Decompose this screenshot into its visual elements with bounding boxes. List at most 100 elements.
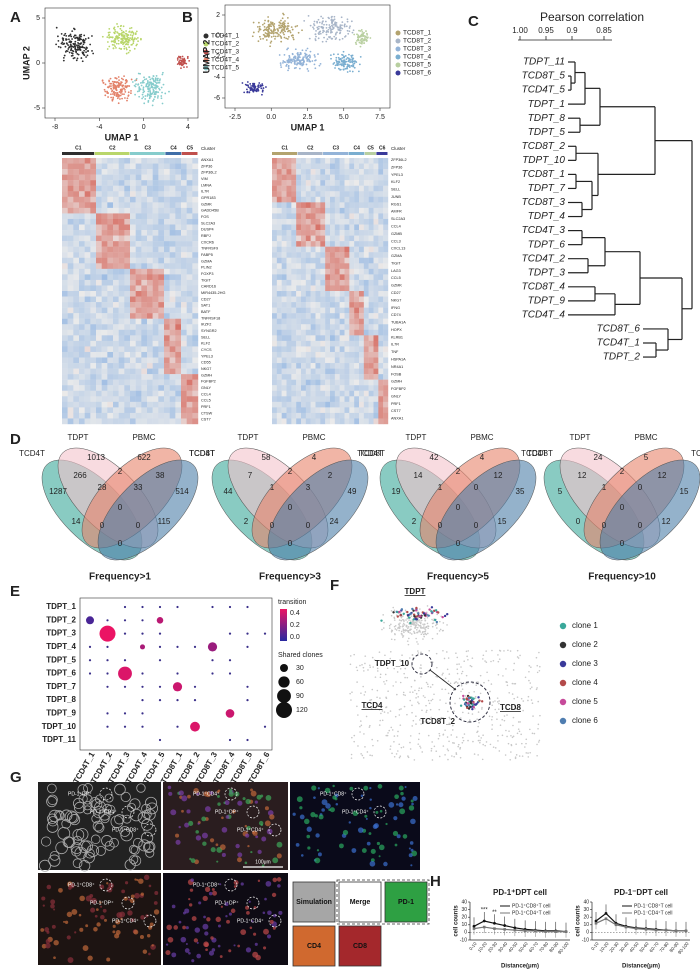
heat-cell: [291, 241, 297, 247]
heat-cell: [330, 202, 336, 209]
heat-cell: [310, 335, 316, 342]
heat-cell: [90, 180, 97, 186]
heat-cell: [152, 412, 159, 419]
cell-point: [347, 59, 350, 62]
cell-point: [390, 726, 393, 729]
cell-point: [251, 35, 254, 38]
gene-label: GZMH: [391, 380, 402, 384]
cell-point: [462, 739, 465, 742]
heat-cell: [84, 158, 91, 164]
heat-cell: [315, 390, 321, 397]
heat-cell: [147, 246, 153, 253]
heat-cell: [334, 213, 340, 220]
heat-cell: [130, 407, 136, 414]
heat-cell: [181, 279, 187, 286]
heat-cell: [152, 302, 159, 308]
heat-cell: [305, 396, 311, 403]
heat-cell: [158, 246, 165, 253]
heat-cell: [101, 158, 108, 164]
cell-point: [536, 754, 538, 757]
heat-cell: [281, 218, 287, 225]
heat-cell: [296, 213, 302, 220]
gene-label: IKZF2: [201, 323, 211, 327]
heat-cell: [334, 257, 340, 264]
heat-cell: [315, 218, 321, 225]
heat-cell: [272, 163, 278, 170]
cell-point: [406, 640, 409, 642]
cell-point: [359, 720, 362, 722]
cell-point: [297, 31, 300, 34]
heat-cell: [305, 279, 311, 286]
heat-cell: [281, 185, 287, 192]
heat-cell: [141, 213, 148, 220]
heat-cell: [305, 285, 311, 292]
heat-cell: [334, 329, 340, 336]
heat-cell: [330, 396, 336, 403]
heat-cell: [113, 191, 119, 197]
cell-point: [505, 729, 507, 732]
heat-cell: [107, 158, 114, 164]
cell-point: [158, 79, 161, 82]
heat-cell: [276, 401, 282, 408]
cell-point: [282, 61, 284, 64]
heat-cell: [368, 318, 374, 325]
cell-point: [436, 666, 438, 669]
cell-point: [334, 22, 337, 25]
background-dot: [246, 645, 249, 649]
heat-cell: [354, 218, 360, 225]
heat-cell: [354, 374, 360, 380]
cell-point: [109, 77, 112, 80]
heat-cell: [124, 158, 131, 164]
heat-cell: [175, 329, 182, 336]
cell-point: [136, 90, 139, 93]
heat-cell: [330, 224, 336, 231]
heat-cell: [344, 268, 350, 275]
cell-point: [264, 19, 266, 22]
heat-cell: [373, 218, 379, 225]
heat-cell: [118, 291, 125, 297]
leaf-label: TCD8T_4: [522, 281, 566, 292]
cell-point: [441, 629, 444, 632]
heat-cell: [272, 401, 278, 408]
cell-point: [537, 723, 540, 726]
cell-point: [279, 62, 282, 65]
heat-cell: [62, 374, 68, 380]
heat-cell: [276, 313, 282, 319]
cell-point: [397, 730, 399, 733]
cell-point: [281, 24, 284, 27]
heat-cell: [349, 346, 355, 353]
heat-cell: [291, 191, 297, 197]
heat-cell: [301, 268, 307, 275]
cell-point: [409, 735, 412, 737]
cell-point: [123, 47, 126, 50]
gene-label: CYCS: [201, 348, 212, 352]
cell-point: [124, 97, 126, 99]
heat-cell: [349, 230, 355, 236]
heat-cell: [73, 385, 80, 391]
heat-cell: [272, 274, 278, 281]
heat-cell: [186, 279, 193, 286]
heat-cell: [101, 274, 108, 281]
gene-label: YPEL3: [391, 173, 403, 177]
heat-cell: [291, 169, 297, 175]
heat-cell: [186, 346, 193, 353]
heat-cell: [286, 202, 292, 209]
gene-label: GNLY: [391, 394, 402, 398]
cell-point: [302, 61, 304, 64]
cell-point: [340, 59, 343, 62]
heat-cell: [152, 357, 159, 364]
heat-cell: [291, 230, 297, 236]
heat-cell: [344, 379, 350, 386]
heat-cell: [175, 241, 182, 247]
region-count: 14: [414, 471, 423, 480]
cell-point: [268, 31, 271, 34]
heat-cell: [276, 224, 282, 231]
cell-point: [351, 691, 353, 693]
cell-point: [137, 40, 139, 43]
cell-point: [439, 699, 441, 701]
cell-point: [398, 743, 401, 746]
cell-point: [269, 21, 272, 24]
heat-cell: [276, 291, 282, 297]
cell-point: [72, 42, 75, 45]
heat-cell: [175, 263, 182, 270]
